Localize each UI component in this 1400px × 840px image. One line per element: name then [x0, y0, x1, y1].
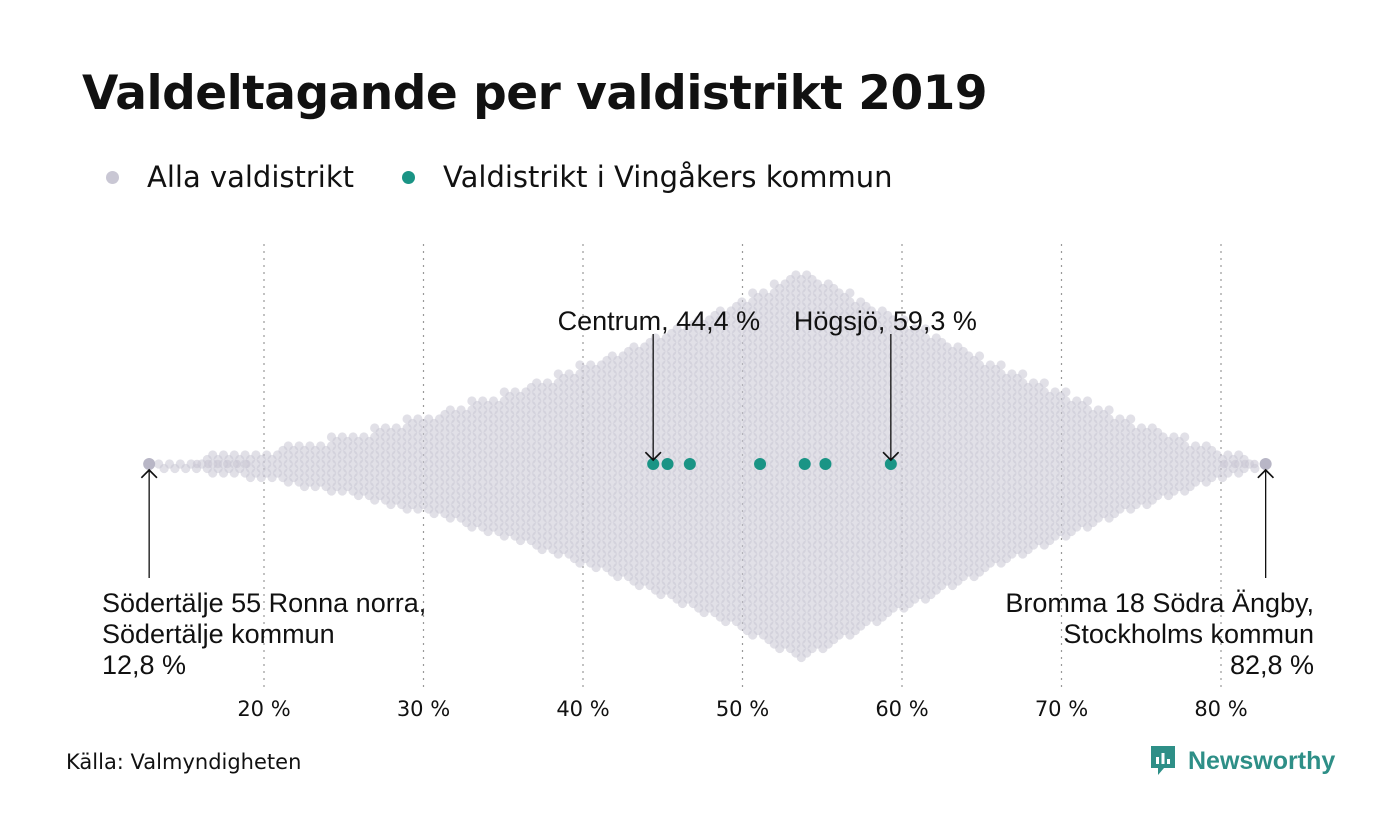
annotation-min: Södertälje 55 Ronna norra, Södertälje kom…	[102, 588, 426, 680]
annotation-max: Bromma 18 Södra Ängby, Stockholms kommun 8…	[1005, 588, 1314, 680]
district-point	[845, 288, 855, 298]
district-point	[1018, 369, 1028, 379]
district-point	[232, 459, 242, 469]
x-tick-label: 50 %	[716, 697, 769, 721]
legend-item-all: Alla valdistrikt	[106, 160, 354, 194]
vingaker-district-point	[754, 458, 767, 470]
all-districts-swarm	[143, 270, 1272, 663]
district-point	[1231, 459, 1240, 469]
district-point	[1039, 378, 1049, 388]
legend-marker-all	[106, 170, 119, 184]
district-point	[996, 360, 1006, 370]
annotations: Centrum, 44,4 % Högsjö, 59,3 % Södertälje …	[102, 306, 1314, 680]
district-point	[920, 324, 931, 334]
x-tick-label: 20 %	[237, 697, 290, 721]
x-axis-ticks: 20 % 30 % 40 % 50 % 60 % 70 % 80 %	[237, 697, 1247, 721]
legend-item-vingaker: Valdistrikt i Vingåkers kommun	[402, 160, 892, 194]
district-point	[899, 315, 909, 325]
x-tick-label: 60 %	[875, 697, 928, 721]
newsworthy-logo-icon	[1151, 746, 1175, 775]
district-point	[1219, 459, 1229, 469]
x-tick-label: 80 %	[1194, 697, 1247, 721]
district-point	[1104, 405, 1114, 415]
extreme-district-point	[1259, 458, 1272, 470]
x-tick-label: 70 %	[1035, 697, 1088, 721]
district-point	[974, 351, 985, 361]
extreme-district-point	[143, 458, 156, 470]
vingaker-district-point	[661, 458, 674, 470]
district-point	[1240, 459, 1250, 469]
district-point	[1082, 396, 1093, 406]
vingaker-points	[647, 458, 897, 470]
district-point	[1180, 432, 1190, 442]
district-point	[1126, 414, 1136, 424]
legend-marker-vingaker	[402, 170, 416, 184]
district-point	[1250, 459, 1259, 469]
x-tick-label: 30 %	[397, 697, 450, 721]
chart-title: Valdeltagande per valdistrikt 2019	[82, 66, 988, 121]
vingaker-district-point	[798, 458, 811, 470]
district-point	[1061, 387, 1071, 397]
legend: Alla valdistrikt Valdistrikt i Vingåkers…	[106, 160, 940, 194]
annotation-centrum: Centrum, 44,4 %	[558, 306, 761, 336]
district-point	[213, 459, 222, 469]
district-point	[192, 459, 202, 469]
brand-logo[interactable]: Newsworthy	[1148, 744, 1335, 778]
vingaker-district-point	[683, 458, 696, 470]
vingaker-district-point	[819, 458, 832, 470]
annotation-hogsjo: Högsjö, 59,3 %	[794, 306, 977, 336]
x-tick-label: 40 %	[556, 697, 609, 721]
beeswarm-chart: Centrum, 44,4 % Högsjö, 59,3 % Södertälje …	[102, 244, 1314, 721]
source-note: Källa: Valmyndigheten	[66, 750, 302, 774]
district-point	[203, 459, 213, 469]
brand-name: Newsworthy	[1188, 746, 1336, 775]
district-point	[242, 459, 251, 469]
legend-label-vingaker: Valdistrikt i Vingåkers kommun	[443, 160, 893, 194]
legend-label-all: Alla valdistrikt	[147, 160, 355, 194]
district-point	[223, 459, 232, 469]
